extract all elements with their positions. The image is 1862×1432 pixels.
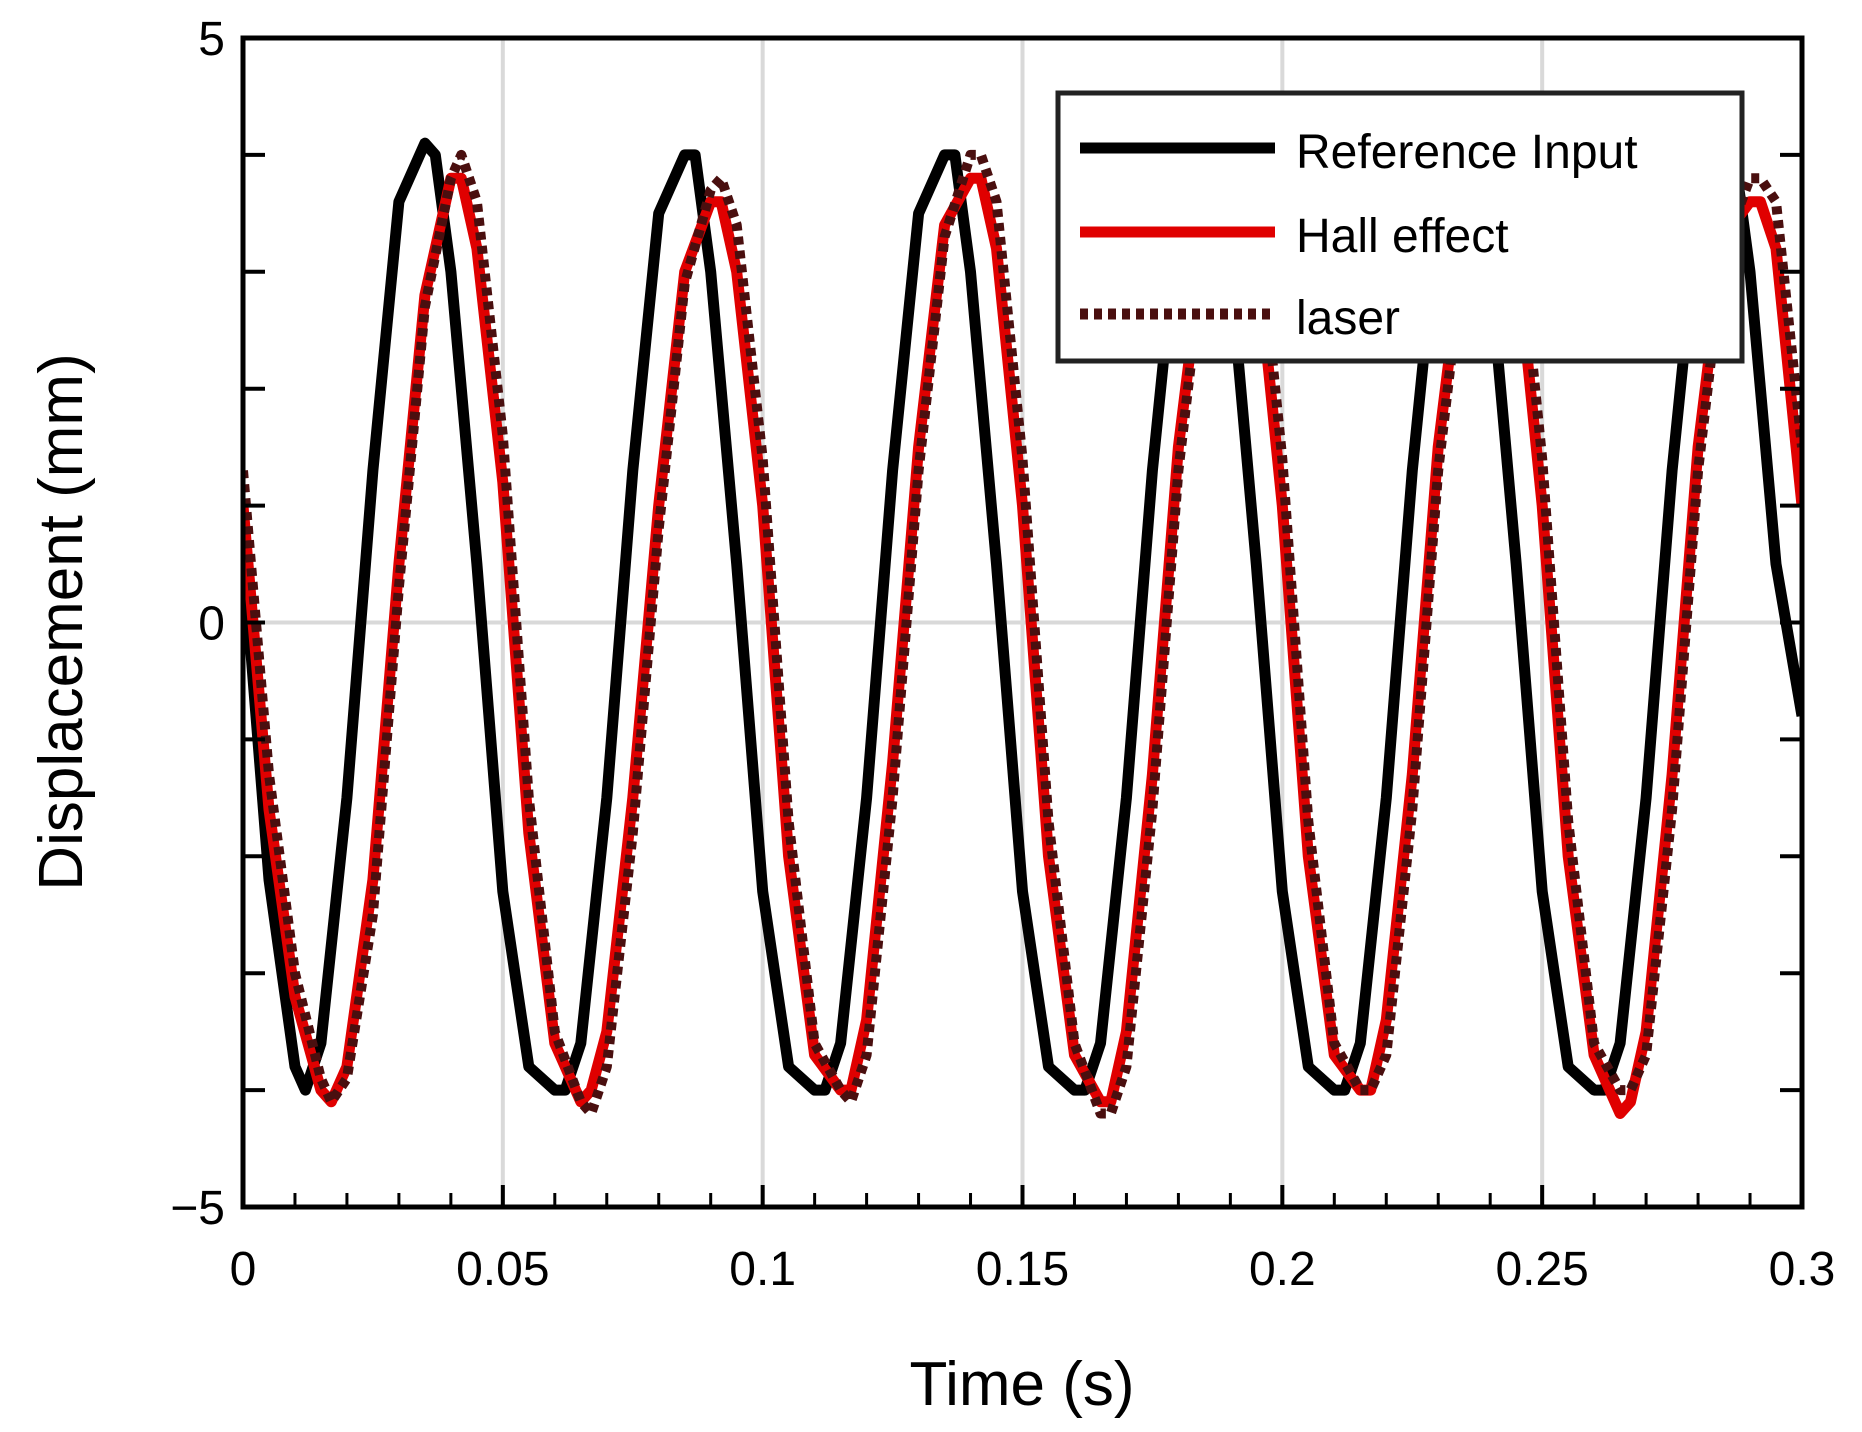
x-axis-title: Time (s) bbox=[910, 1350, 1135, 1419]
axis-tick-labels: 0 0.05 0.1 0.15 0.2 0.25 0.3−505 bbox=[170, 13, 1835, 1296]
legend-label-reference-input: Reference Input bbox=[1296, 126, 1638, 179]
y-tick-label-2: 5 bbox=[198, 13, 225, 66]
y-axis-title: Displacement (mm) bbox=[27, 353, 96, 890]
series-line-reference-input bbox=[243, 137, 1802, 1096]
x-tick-label-6: 0.3 bbox=[1769, 1243, 1836, 1296]
x-tick-label-5: 0.25 bbox=[1495, 1243, 1588, 1296]
y-tick-label-0: −5 bbox=[170, 1182, 225, 1235]
legend-label-laser: laser bbox=[1296, 292, 1400, 345]
x-tick-label-3: 0.15 bbox=[976, 1243, 1069, 1296]
legend-label-hall-effect: Hall effect bbox=[1296, 210, 1509, 263]
x-tick-label-1: 0.05 bbox=[456, 1243, 549, 1296]
x-tick-label-4: 0.2 bbox=[1249, 1243, 1316, 1296]
legend: Reference Input Hall effect laser bbox=[1055, 90, 1745, 364]
y-tick-label-1: 0 bbox=[198, 598, 225, 651]
series-lines bbox=[243, 137, 1802, 1119]
x-tick-label-0: 0 bbox=[230, 1243, 257, 1296]
axis-ticks bbox=[241, 152, 1804, 1207]
x-tick-label-2: 0.1 bbox=[729, 1243, 796, 1296]
series-line-laser bbox=[243, 149, 1802, 1119]
